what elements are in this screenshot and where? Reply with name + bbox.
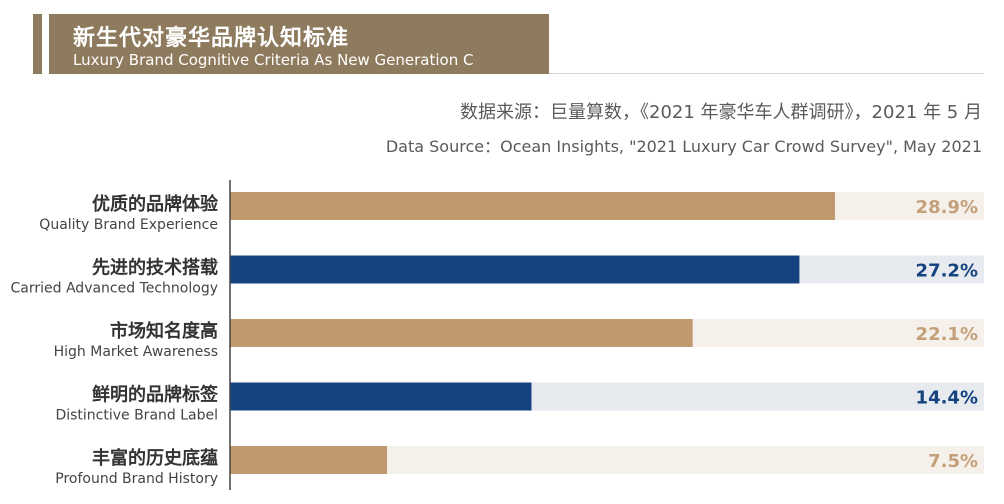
category-label-cn: 先进的技术搭载	[92, 257, 218, 279]
data-bar	[230, 255, 800, 284]
category-label-cn: 鲜明的品牌标签	[92, 384, 219, 406]
category-label-en: Distinctive Brand Label	[55, 408, 218, 424]
data-source-en: Data Source：Ocean Insights, "2021 Luxury…	[385, 137, 982, 156]
data-bar	[230, 192, 835, 220]
value-label: 14.4%	[916, 388, 978, 409]
category-label-en: Quality Brand Experience	[39, 217, 218, 233]
category-label-cn: 优质的品牌体验	[92, 193, 219, 215]
value-label: 27.2%	[916, 261, 978, 282]
title-accent-bar	[33, 14, 42, 74]
data-bar	[230, 382, 532, 411]
value-label: 22.1%	[916, 324, 978, 345]
category-label-cn: 丰富的历史底蕴	[92, 447, 218, 469]
value-label: 7.5%	[928, 451, 978, 472]
category-label-cn: 市场知名度高	[110, 320, 218, 342]
category-label-en: Carried Advanced Technology	[11, 281, 218, 297]
data-bar	[230, 319, 693, 347]
title-divider	[549, 73, 984, 74]
chart-title: 新生代对豪华品牌认知标准	[73, 26, 350, 51]
category-label-en: Profound Brand History	[55, 471, 218, 487]
data-source-cn: 数据来源：巨量算数，《2021 年豪华车人群调研》，2021 年 5 月	[460, 102, 982, 123]
category-label-en: High Market Awareness	[54, 344, 218, 360]
data-bar	[230, 446, 388, 474]
title-banner: 新生代对豪华品牌认知标准 Luxury Brand Cognitive Crit…	[49, 14, 549, 74]
chart-subtitle: Luxury Brand Cognitive Criteria As New G…	[73, 51, 474, 69]
value-label: 28.9%	[916, 197, 978, 218]
